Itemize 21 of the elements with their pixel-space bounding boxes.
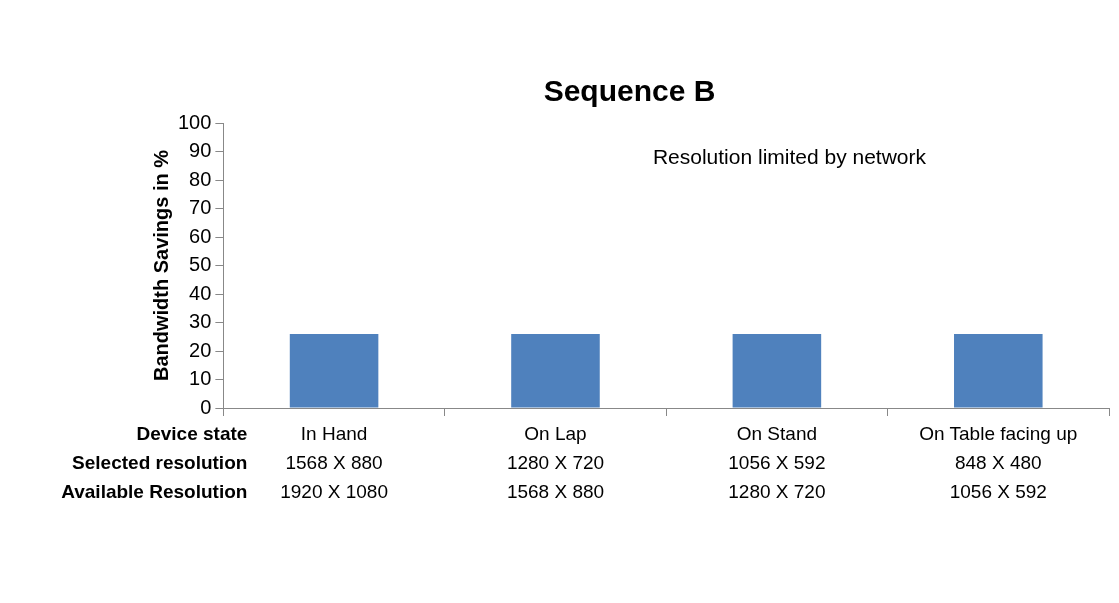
- x-tick-label: In Hand 1568 X 880 1920 X 1080: [280, 422, 388, 502]
- y-tick-label: 50: [189, 253, 212, 276]
- y-tick-label: 100: [177, 110, 212, 133]
- y-tick-label: 30: [189, 310, 212, 333]
- y-tick-label: 0: [200, 395, 212, 418]
- y-tick-label: 40: [189, 281, 212, 304]
- x-tick-label: On Lap 1280 X 720 1568 X 880: [506, 422, 605, 502]
- y-axis-title: Bandwidth Savings in %: [149, 149, 172, 382]
- y-tick-label: 80: [189, 167, 212, 190]
- y-tick-label: 60: [189, 224, 212, 247]
- text: Available Resolution: [61, 480, 248, 502]
- chart-title: Sequence B: [543, 74, 716, 108]
- text: Selected resolution: [72, 451, 248, 473]
- y-tick-label: 20: [189, 338, 212, 361]
- text: Device state: [136, 422, 248, 444]
- annotation: Resolution limited by network: [652, 144, 927, 168]
- x-tick-label: On Stand 1056 X 592 1280 X 720: [728, 422, 826, 502]
- y-tick-label: 70: [189, 196, 212, 219]
- y-tick-label: 90: [189, 139, 212, 162]
- y-tick-label: 10: [189, 367, 212, 390]
- x-tick-label: On Table facing up 848 X 480 1056 X 592: [919, 422, 1078, 502]
